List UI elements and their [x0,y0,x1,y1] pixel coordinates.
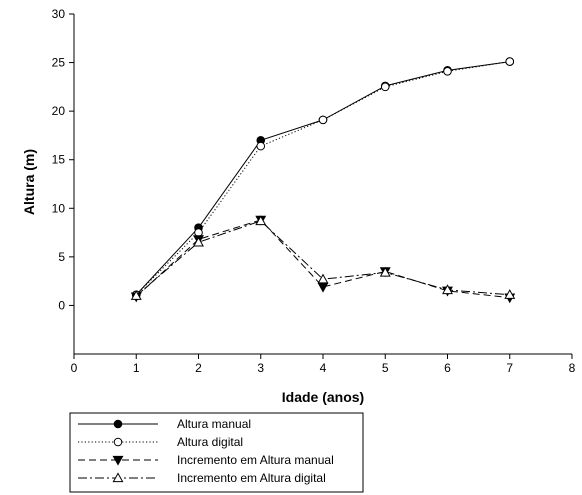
data-point [255,215,267,226]
y-axis-title: Altura (m) [21,149,37,215]
series-line [135,61,510,296]
data-point [318,115,328,125]
y-tick-label: 15 [52,153,66,167]
legend-label: Altura digital [177,435,243,449]
data-point [317,282,329,293]
legend-label: Altura manual [177,417,251,431]
data-point [317,273,329,284]
series-2 [131,57,515,300]
y-tick-label: 0 [58,298,65,312]
legend-marker [113,437,123,447]
legend: Altura manual Altura digital Incremento em… [69,412,364,493]
y-tick-label: 20 [52,104,66,118]
x-tick-label: 8 [569,361,576,375]
x-tick-label: 7 [506,361,513,375]
x-tick-label: 3 [257,361,264,375]
data-point [443,67,452,76]
data-point [442,284,453,295]
data-point [504,289,516,299]
data-point [256,141,266,151]
x-tick-label: 6 [444,361,451,375]
x-tick-label: 4 [320,361,327,375]
series-line [135,61,510,296]
axes: 0 1 2 3 4 5 6 7 8 0 5 10 15 20 25 30 [52,7,576,375]
x-tick-label: 2 [195,361,202,375]
x-axis-title: Idade (anos) [282,389,364,405]
series-3 [130,215,516,304]
legend-label: Incremento em Altura manual [177,453,334,467]
series-4 [130,215,516,300]
y-tick-label: 30 [52,7,66,21]
legend-label: Incremento em Altura digital [177,471,326,485]
y-tick-label: 10 [52,201,66,215]
series-1 [131,57,515,300]
data-point [193,236,204,247]
legend-marker [113,419,123,429]
x-tick-label: 0 [71,361,78,375]
legend-marker [112,472,124,483]
data-point [380,82,390,92]
series-layer [130,57,516,304]
y-tick-label: 5 [58,250,65,264]
legend-marker [112,455,124,466]
data-point [130,290,142,300]
data-point [505,57,515,66]
x-tick-label: 1 [133,361,140,375]
x-tick-label: 5 [382,361,389,375]
y-tick-label: 25 [52,56,66,70]
data-point [379,266,391,277]
